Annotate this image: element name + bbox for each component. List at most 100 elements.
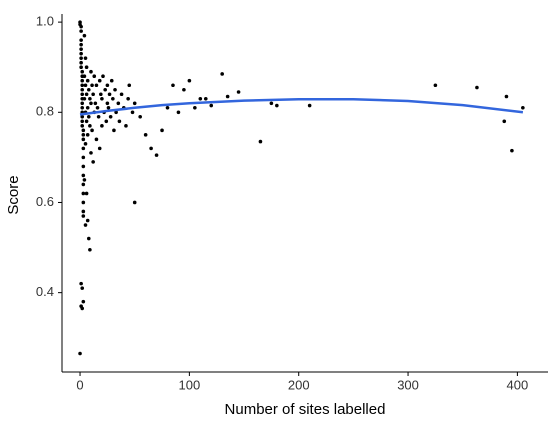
point [81,133,86,137]
x-tick-label: 200 [288,377,310,392]
point [81,146,86,151]
point [307,103,312,108]
point [90,83,94,88]
point [81,155,86,160]
point [220,72,224,76]
point [103,87,107,92]
point [79,42,83,47]
point [100,124,104,128]
point [193,105,197,110]
point [106,105,111,110]
point [80,69,85,74]
point [81,164,86,169]
point [88,96,92,101]
point [108,115,113,119]
point [99,92,103,97]
point [97,146,102,151]
point [510,148,514,153]
point [84,191,89,196]
point [171,83,175,88]
point [113,87,117,92]
point [80,101,85,106]
point [81,200,86,205]
point [198,96,203,101]
point [79,65,83,70]
point [85,133,90,137]
point [269,101,274,106]
point [85,218,90,223]
point [111,96,115,101]
point [80,286,85,290]
x-tick-label: 0 [76,377,83,392]
point [81,209,86,214]
point [85,78,90,83]
point [79,60,83,65]
point [86,236,91,241]
point [149,146,153,151]
point [90,128,94,133]
x-tick-label: 300 [397,377,419,392]
y-tick-label: 0.4 [36,284,54,299]
point [80,105,85,110]
point [138,115,142,119]
point [80,119,85,124]
point [225,94,230,99]
point [95,105,100,110]
point [475,85,479,90]
point [236,90,241,94]
point [82,74,87,79]
point [107,92,112,97]
point [88,248,92,252]
point [79,56,83,60]
point [86,115,91,119]
point [91,160,95,164]
point [86,87,91,92]
point [130,110,135,115]
point [209,103,214,108]
fit-line [79,97,524,116]
point [117,119,122,124]
point [80,124,85,128]
point [182,87,186,92]
point [80,92,85,97]
point [105,101,110,106]
point [96,115,101,119]
point [114,110,118,115]
point [94,137,99,142]
point [84,65,89,70]
point [83,83,88,88]
point [81,173,86,178]
point [100,96,104,101]
point [78,351,82,356]
y-tick-label: 1.0 [36,14,54,29]
x-axis-label: Number of sites labelled [225,401,386,418]
point [101,74,105,79]
point [104,119,109,124]
point [132,101,137,106]
point [160,128,164,133]
point [80,306,85,311]
point [83,223,88,227]
point [165,105,170,110]
point [81,137,86,142]
point [81,299,86,304]
point [203,96,208,101]
point [79,281,83,286]
point [79,47,83,51]
point [154,153,159,157]
point [502,119,507,124]
point [119,92,124,97]
point [187,78,192,83]
point [89,101,93,106]
point [521,105,525,110]
point [105,83,110,88]
point [504,94,509,99]
y-axis-label: Score [5,175,22,214]
point [85,105,90,110]
point [83,56,88,60]
point [84,92,89,97]
point [275,103,279,108]
point [79,38,83,42]
point [81,182,86,187]
